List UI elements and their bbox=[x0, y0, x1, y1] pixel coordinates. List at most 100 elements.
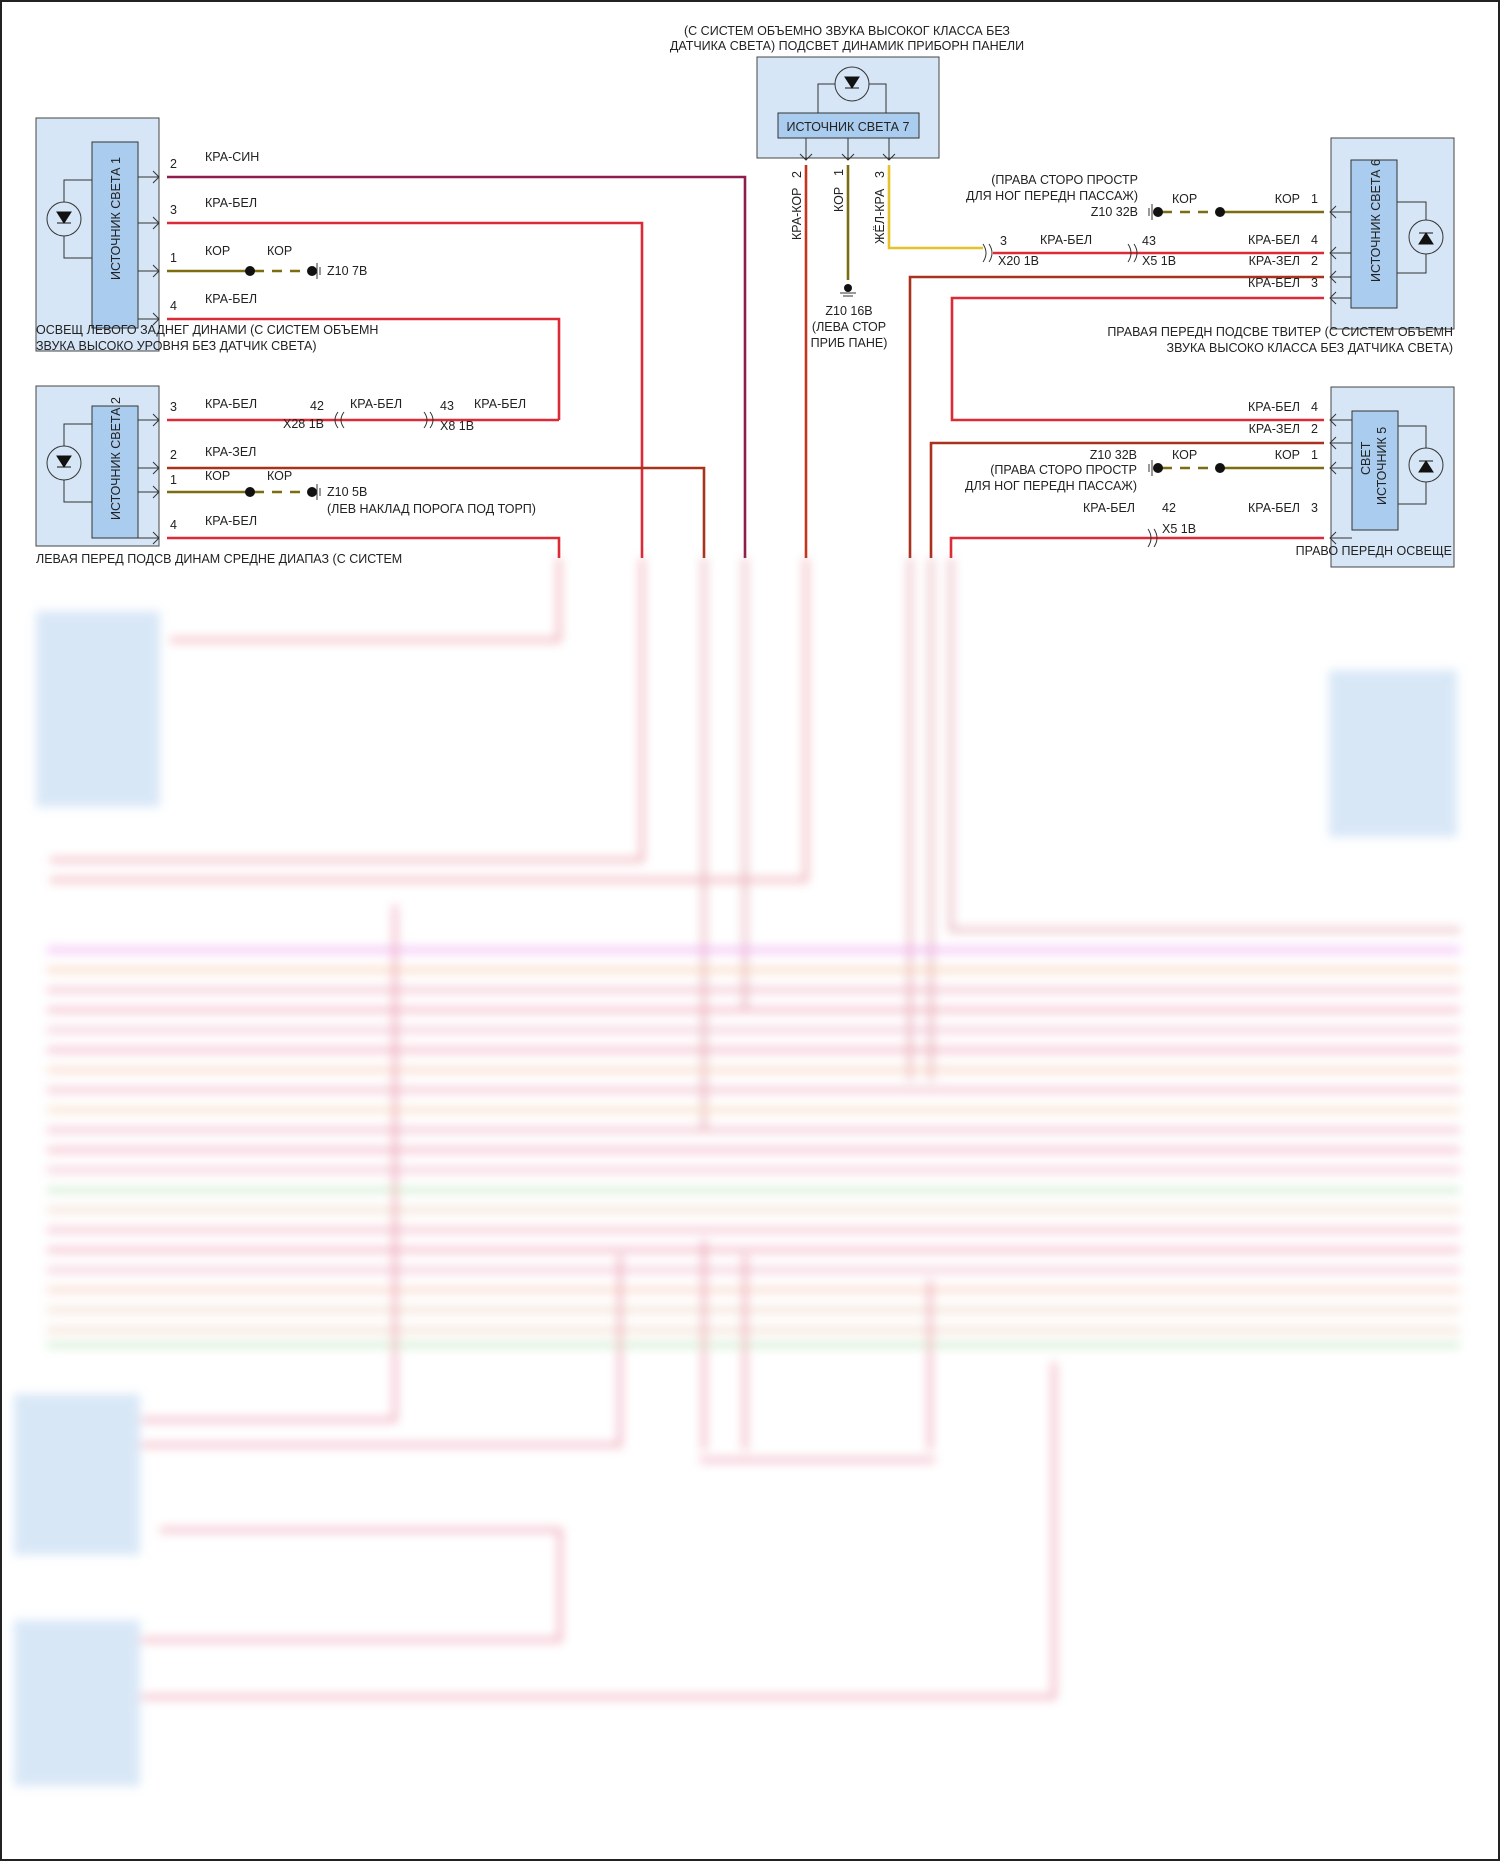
source5-label: ИСТОЧНИК 5 bbox=[1375, 427, 1389, 505]
ground-note: (ЛЕВА СТОР bbox=[812, 320, 886, 334]
pin-label: 2 bbox=[1311, 254, 1318, 268]
pin-label: 4 bbox=[170, 518, 177, 532]
wire-label: КРА-БЕЛ bbox=[205, 292, 257, 306]
wire-label: КРА-БЕЛ bbox=[1248, 400, 1300, 414]
pin-label: 1 bbox=[170, 251, 177, 265]
wire-label: КОР bbox=[205, 469, 230, 483]
title-line-1: (С СИСТЕМ ОБЪЕМНО ЗВУКА ВЫСОКОГ КЛАССА Б… bbox=[684, 24, 1010, 38]
ground-note: ДЛЯ НОГ ПЕРЕДН ПАССАЖ) bbox=[966, 189, 1138, 203]
ground-note: ДЛЯ НОГ ПЕРЕДН ПАССАЖ) bbox=[965, 479, 1137, 493]
source1-label: ИСТОЧНИК СВЕТА 1 bbox=[109, 157, 123, 280]
wire-label: КРА-БЕЛ bbox=[1248, 233, 1300, 247]
wire-label: КРА-ЗЕЛ bbox=[205, 445, 256, 459]
ground-label: Z10 16B bbox=[825, 304, 872, 318]
pin-label: 3 bbox=[170, 400, 177, 414]
ground-icon bbox=[1153, 207, 1163, 217]
ground-label: Z10 32B bbox=[1090, 448, 1137, 462]
caption: ПРАВО ПЕРЕДН ОСВЕЩЕ bbox=[1296, 544, 1452, 558]
wire-label: КОР bbox=[267, 244, 292, 258]
connector-label: X20 1B bbox=[998, 254, 1039, 268]
ground-label: Z10 32B bbox=[1091, 205, 1138, 219]
wire-kra-zel bbox=[167, 466, 706, 558]
caption: ПРАВАЯ ПЕРЕДН ПОДСВЕ ТВИТЕР (С СИСТЕМ ОБ… bbox=[1107, 325, 1453, 339]
wire-label: КРА-БЕЛ bbox=[350, 397, 402, 411]
ground-icon bbox=[307, 487, 317, 497]
pin-label: 1 bbox=[1311, 448, 1318, 462]
pin-label: 2 bbox=[1311, 422, 1318, 436]
wire-label: КРА-БЕЛ bbox=[205, 514, 257, 528]
wire-label: КРА-БЕЛ bbox=[1248, 276, 1300, 290]
splice-dot bbox=[1215, 207, 1225, 217]
pin-label: 1 bbox=[1311, 192, 1318, 206]
wire-kra-bel bbox=[167, 317, 561, 420]
source5-label: СВЕТ bbox=[1359, 441, 1373, 475]
wire-kra-bel bbox=[950, 296, 1324, 422]
blurred-region bbox=[14, 558, 1460, 1786]
pin-label: 3 bbox=[170, 203, 177, 217]
ground-label: Z10 5B bbox=[327, 485, 367, 499]
source6-label: ИСТОЧНИК СВЕТА 6 bbox=[1369, 159, 1383, 282]
connector-label: X28 1B bbox=[283, 417, 324, 431]
pin-label: 4 bbox=[1311, 400, 1318, 414]
pin-label: 1 bbox=[832, 169, 846, 176]
wire-label: КОР bbox=[1172, 448, 1197, 462]
pin-label: 42 bbox=[1162, 501, 1176, 515]
pin-label: 3 bbox=[873, 171, 887, 178]
wire-label: КРА-БЕЛ bbox=[1040, 233, 1092, 247]
ground-icon bbox=[1153, 463, 1163, 473]
connector-label: X5 1B bbox=[1142, 254, 1176, 268]
wire-label-kor: КОР bbox=[832, 187, 846, 212]
light-source-7[interactable]: ИСТОЧНИК СВЕТА 7 bbox=[756, 56, 940, 161]
wire-kra-sin bbox=[167, 175, 747, 558]
pin-label: 3 bbox=[1311, 276, 1318, 290]
wire-kra-bel bbox=[949, 536, 1324, 558]
wire-label-zhel-kra: ЖЁЛ-КРА bbox=[873, 188, 887, 244]
wire-zhel-kra bbox=[887, 165, 983, 250]
wire-label: КОР bbox=[267, 469, 292, 483]
led-diode-icon bbox=[844, 76, 860, 89]
ground-icon bbox=[307, 266, 317, 276]
wire-kra-bel bbox=[167, 221, 644, 558]
wire-label-kra-kor: КРА-КОР bbox=[790, 188, 804, 240]
pin-label: 1 bbox=[170, 473, 177, 487]
ground-icon bbox=[840, 284, 856, 297]
pin-label: 2 bbox=[790, 171, 804, 178]
connector-icon bbox=[1147, 528, 1158, 548]
wire-kra-zel bbox=[908, 275, 1324, 558]
pin-label: 4 bbox=[1311, 233, 1318, 247]
wire-kra-zel bbox=[929, 441, 1324, 558]
wire-label: КРА-БЕЛ bbox=[1083, 501, 1135, 515]
connector-label: X8 1B bbox=[440, 419, 474, 433]
wire-label: КОР bbox=[1275, 448, 1300, 462]
pin-label: 43 bbox=[440, 399, 454, 413]
light-source-1[interactable]: ИСТОЧНИК СВЕТА 1 bbox=[35, 117, 160, 352]
caption: ЗВУКА ВЫСОКО КЛАССА БЕЗ ДАТЧИКА СВЕТА) bbox=[1167, 341, 1453, 355]
wire-label: КОР bbox=[1275, 192, 1300, 206]
wire-label: КОР bbox=[205, 244, 230, 258]
connector-icon bbox=[334, 411, 434, 429]
splice-dot bbox=[245, 266, 255, 276]
pin-label: 4 bbox=[170, 299, 177, 313]
pin-label: 3 bbox=[1311, 501, 1318, 515]
wire-label: КРА-БЕЛ bbox=[205, 196, 257, 210]
pin-label: 2 bbox=[170, 448, 177, 462]
ground-note: (ПРАВА СТОРО ПРОСТР bbox=[991, 173, 1138, 187]
source2-label: ИСТОЧНИК СВЕТА 2 bbox=[109, 397, 123, 520]
connector-label: X5 1B bbox=[1162, 522, 1196, 536]
light-source-5[interactable]: СВЕТ ИСТОЧНИК 5 bbox=[1329, 386, 1455, 568]
ground-note: ПРИБ ПАНЕ) bbox=[811, 336, 888, 350]
light-source-2[interactable]: ИСТОЧНИК СВЕТА 2 bbox=[35, 385, 160, 547]
ground-note: (ЛЕВ НАКЛАД ПОРОГА ПОД ТОРП) bbox=[327, 502, 536, 516]
pin-label: 43 bbox=[1142, 234, 1156, 248]
ground-label: Z10 7B bbox=[327, 264, 367, 278]
caption: ЗВУКА ВЫСОКО УРОВНЯ БЕЗ ДАТЧИК СВЕТА) bbox=[36, 339, 317, 353]
splice-dot bbox=[245, 487, 255, 497]
wire-label: КОР bbox=[1172, 192, 1197, 206]
wire-label: КРА-ЗЕЛ bbox=[1249, 422, 1300, 436]
wire-label: КРА-БЕЛ bbox=[205, 397, 257, 411]
title-line-2: ДАТЧИКА СВЕТА) ПОДСВЕТ ДИНАМИК ПРИБОРН П… bbox=[670, 39, 1024, 53]
pin-label: 2 bbox=[170, 157, 177, 171]
light-source-6[interactable]: ИСТОЧНИК СВЕТА 6 bbox=[1329, 137, 1455, 330]
